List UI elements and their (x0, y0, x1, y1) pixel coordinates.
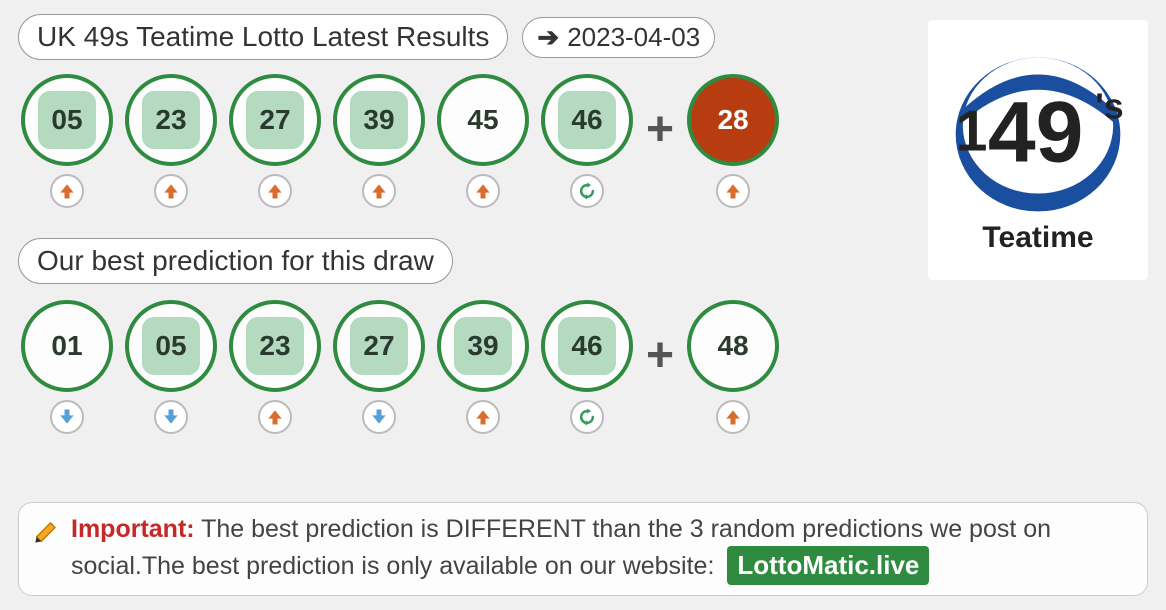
arrow-right-icon: ➔ (537, 22, 559, 53)
ball-number: 23 (259, 330, 290, 362)
arrow-up-icon (258, 174, 292, 208)
svg-text:1: 1 (956, 100, 988, 164)
important-label: Important: (71, 515, 195, 543)
lotto-ball: 39 (437, 300, 529, 392)
arrow-up-icon (154, 174, 188, 208)
ball-column: 39 (434, 300, 532, 434)
ball-number: 39 (363, 104, 394, 136)
ball-column: 45 (434, 74, 532, 208)
prediction-balls-row: 01 05 23 27 39 46 +48 (18, 300, 918, 434)
prediction-title-pill: Our best prediction for this draw (18, 238, 453, 284)
ball-number: 23 (155, 104, 186, 136)
ball-column: 27 (330, 300, 428, 434)
note-text-wrap: Important: The best prediction is DIFFER… (71, 513, 1131, 585)
lotto-ball: 46 (541, 74, 633, 166)
logo-card: 1 49 's Teatime (928, 20, 1148, 280)
ball-number: 46 (571, 104, 602, 136)
ball-number: 45 (467, 104, 498, 136)
ball-hit-square: 46 (558, 317, 616, 375)
page: UK 49s Teatime Lotto Latest Results ➔ 20… (0, 0, 1166, 610)
date-text: 2023-04-03 (567, 22, 700, 53)
ball-number: 05 (155, 330, 186, 362)
ball-number: 05 (51, 104, 82, 136)
teatime-logo-icon: 1 49 's (948, 45, 1128, 215)
ball-column: 46 (538, 300, 636, 434)
brand-badge[interactable]: LottoMatic.live (727, 546, 929, 585)
header-row: UK 49s Teatime Lotto Latest Results ➔ 20… (18, 14, 918, 60)
lotto-ball: 27 (333, 300, 425, 392)
ball-column: 01 (18, 300, 116, 434)
ball-hit-square: 05 (142, 317, 200, 375)
plus-separator: + (642, 102, 678, 181)
important-note: Important: The best prediction is DIFFER… (18, 502, 1148, 596)
ball-column: 23 (122, 74, 220, 208)
arrow-up-icon (466, 174, 500, 208)
ball-number: 46 (571, 330, 602, 362)
ball-column: 46 (538, 74, 636, 208)
main-column: UK 49s Teatime Lotto Latest Results ➔ 20… (18, 14, 918, 460)
ball-column: 23 (226, 300, 324, 434)
bonus-ball: 28 (687, 74, 779, 166)
lotto-ball: 39 (333, 74, 425, 166)
logo-caption: Teatime (982, 221, 1093, 255)
results-title-pill: UK 49s Teatime Lotto Latest Results (18, 14, 508, 60)
prediction-title-text: Our best prediction for this draw (37, 245, 434, 277)
arrow-down-icon (154, 400, 188, 434)
ball-hit-square: 46 (558, 91, 616, 149)
ball-number: 48 (717, 330, 748, 362)
arrow-up-icon (716, 400, 750, 434)
ball-hit-square: 23 (142, 91, 200, 149)
ball-hit-square: 27 (246, 91, 304, 149)
lotto-ball: 01 (21, 300, 113, 392)
ball-hit-square: 27 (350, 317, 408, 375)
lotto-ball: 23 (125, 74, 217, 166)
ball-hit-square: 39 (350, 91, 408, 149)
arrow-up-icon (50, 174, 84, 208)
lotto-ball: 45 (437, 74, 529, 166)
ball-column: 27 (226, 74, 324, 208)
pencil-icon (33, 517, 61, 545)
ball-column: 05 (122, 300, 220, 434)
results-balls-row: 05 23 27 39 45 46 +28 (18, 74, 918, 208)
lotto-ball: 48 (687, 300, 779, 392)
ball-hit-square: 05 (38, 91, 96, 149)
arrow-down-icon (50, 400, 84, 434)
plus-separator: + (642, 328, 678, 407)
date-pill[interactable]: ➔ 2023-04-03 (522, 17, 715, 58)
ball-column: 05 (18, 74, 116, 208)
lotto-ball: 46 (541, 300, 633, 392)
ball-column: 28 (684, 74, 782, 208)
logo-49-text: 49 (988, 84, 1084, 180)
logo-apostrophe-s: 's (1095, 86, 1123, 126)
lotto-ball: 23 (229, 300, 321, 392)
lotto-ball: 27 (229, 74, 321, 166)
ball-number: 28 (717, 104, 748, 136)
lotto-ball: 05 (125, 300, 217, 392)
refresh-icon (570, 174, 604, 208)
refresh-icon (570, 400, 604, 434)
arrow-up-icon (466, 400, 500, 434)
ball-number: 01 (51, 330, 82, 362)
ball-hit-square: 39 (454, 317, 512, 375)
arrow-up-icon (362, 174, 396, 208)
ball-number: 27 (259, 104, 290, 136)
ball-number: 39 (467, 330, 498, 362)
ball-column: 39 (330, 74, 428, 208)
ball-hit-square: 23 (246, 317, 304, 375)
ball-number: 27 (363, 330, 394, 362)
lotto-ball: 05 (21, 74, 113, 166)
results-title-text: UK 49s Teatime Lotto Latest Results (37, 21, 489, 53)
arrow-up-icon (258, 400, 292, 434)
arrow-down-icon (362, 400, 396, 434)
arrow-up-icon (716, 174, 750, 208)
ball-column: 48 (684, 300, 782, 434)
